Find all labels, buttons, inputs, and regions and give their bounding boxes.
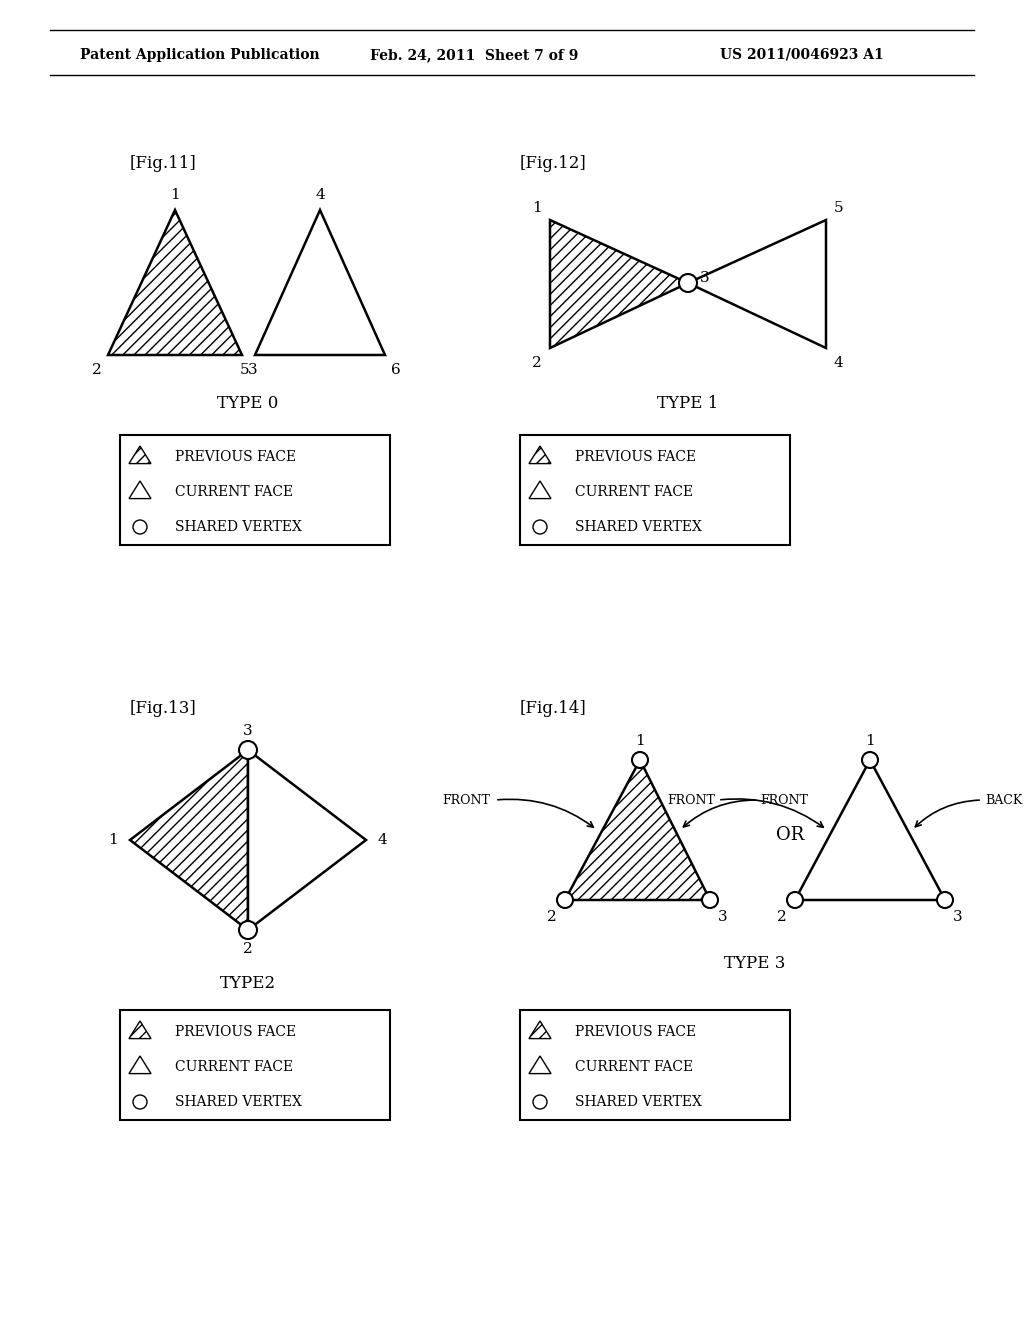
Text: 1: 1 [532,201,542,215]
Circle shape [239,921,257,939]
Text: TYPE 1: TYPE 1 [657,395,719,412]
Text: OR: OR [776,826,804,843]
Text: Patent Application Publication: Patent Application Publication [80,48,319,62]
Circle shape [702,892,718,908]
Polygon shape [529,446,551,463]
Text: 3: 3 [718,909,728,924]
Text: 3: 3 [700,271,710,285]
Polygon shape [248,750,366,931]
Text: 1: 1 [109,833,118,847]
Text: 2: 2 [777,909,787,924]
Circle shape [133,1096,147,1109]
Text: PREVIOUS FACE: PREVIOUS FACE [575,450,696,465]
FancyBboxPatch shape [120,1010,390,1119]
Text: [Fig.13]: [Fig.13] [130,700,197,717]
Text: PREVIOUS FACE: PREVIOUS FACE [575,1026,696,1039]
Text: PREVIOUS FACE: PREVIOUS FACE [175,1026,296,1039]
Text: SHARED VERTEX: SHARED VERTEX [575,1096,701,1109]
Text: 2: 2 [532,356,542,370]
Polygon shape [529,1020,551,1039]
Text: 2: 2 [547,909,557,924]
Circle shape [787,892,803,908]
Text: CURRENT FACE: CURRENT FACE [575,1060,693,1074]
Text: TYPE 0: TYPE 0 [217,395,279,412]
Text: 6: 6 [391,363,400,378]
Polygon shape [529,1056,551,1073]
Text: FRONT: FRONT [442,793,490,807]
Text: TYPE2: TYPE2 [220,975,276,993]
Polygon shape [795,760,945,900]
Text: 3: 3 [248,363,258,378]
Text: 1: 1 [865,734,874,748]
Polygon shape [550,220,688,348]
Text: CURRENT FACE: CURRENT FACE [175,1060,293,1074]
FancyBboxPatch shape [520,436,790,545]
Text: PREVIOUS FACE: PREVIOUS FACE [175,450,296,465]
Text: 4: 4 [315,187,325,202]
Polygon shape [129,1020,151,1039]
FancyBboxPatch shape [120,436,390,545]
Circle shape [632,752,648,768]
Text: CURRENT FACE: CURRENT FACE [575,484,693,499]
Circle shape [534,520,547,535]
Polygon shape [688,220,826,348]
Text: 4: 4 [834,356,844,370]
FancyBboxPatch shape [520,1010,790,1119]
Text: 1: 1 [635,734,645,748]
Text: 3: 3 [243,723,253,738]
Circle shape [862,752,878,768]
Polygon shape [529,480,551,499]
Text: SHARED VERTEX: SHARED VERTEX [175,520,302,535]
Polygon shape [108,210,242,355]
Circle shape [239,741,257,759]
Circle shape [937,892,953,908]
Text: 5: 5 [834,201,844,215]
Text: US 2011/0046923 A1: US 2011/0046923 A1 [720,48,884,62]
Polygon shape [565,760,710,900]
Polygon shape [129,480,151,499]
Text: Feb. 24, 2011  Sheet 7 of 9: Feb. 24, 2011 Sheet 7 of 9 [370,48,579,62]
Circle shape [679,275,697,292]
Text: FRONT: FRONT [667,793,715,807]
Text: SHARED VERTEX: SHARED VERTEX [575,520,701,535]
Polygon shape [130,750,248,931]
Polygon shape [129,1056,151,1073]
Text: FRONT: FRONT [760,793,808,807]
Text: [Fig.11]: [Fig.11] [130,154,197,172]
Text: 1: 1 [170,187,180,202]
Text: TYPE 3: TYPE 3 [724,954,785,972]
Text: 3: 3 [953,909,963,924]
Text: 2: 2 [243,942,253,956]
Circle shape [534,1096,547,1109]
Polygon shape [255,210,385,355]
Text: CURRENT FACE: CURRENT FACE [175,484,293,499]
Text: 2: 2 [92,363,102,378]
Text: [Fig.14]: [Fig.14] [520,700,587,717]
Circle shape [557,892,573,908]
Text: [Fig.12]: [Fig.12] [520,154,587,172]
Text: SHARED VERTEX: SHARED VERTEX [175,1096,302,1109]
Text: BACK: BACK [985,793,1022,807]
Polygon shape [129,446,151,463]
Text: 5: 5 [240,363,249,378]
Circle shape [133,520,147,535]
Text: 4: 4 [378,833,388,847]
